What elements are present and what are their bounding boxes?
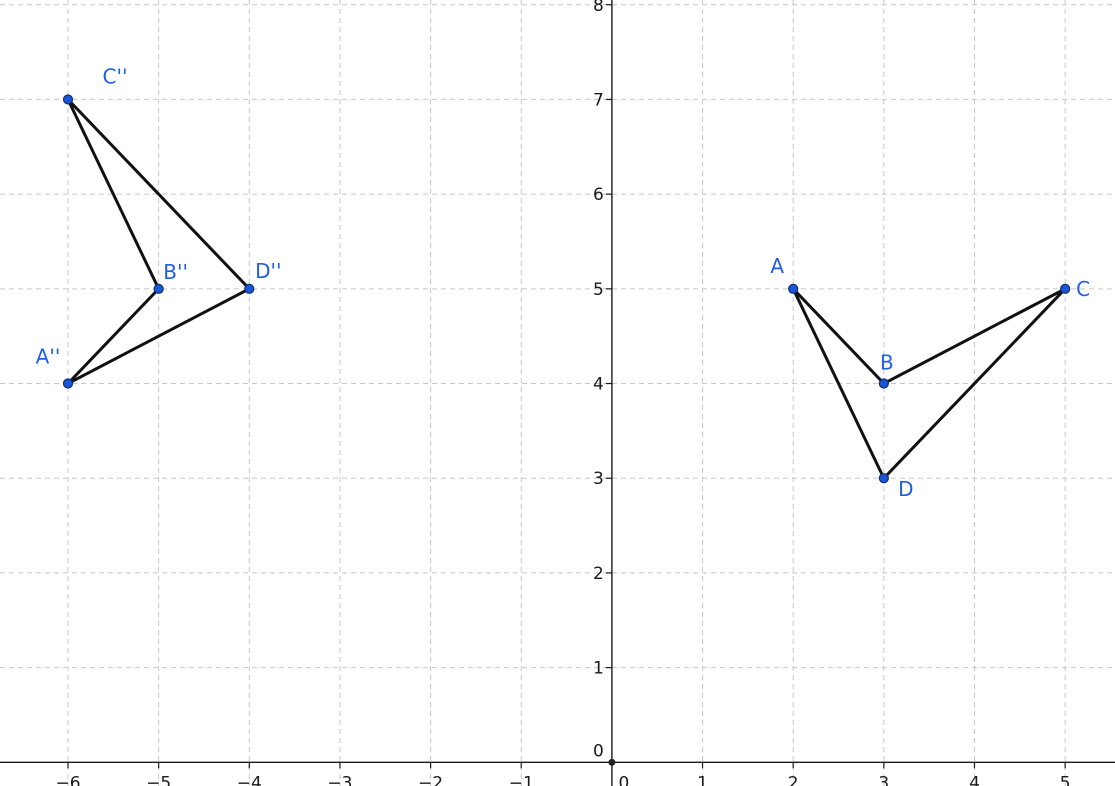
point-A[interactable] xyxy=(788,283,799,294)
point-label-A2: A'' xyxy=(36,345,61,369)
y-tick-label-1: 1 xyxy=(593,659,604,679)
x-tick-label--4: −4 xyxy=(237,773,262,786)
x-tick-label-5: 5 xyxy=(1060,773,1071,786)
y-tick-label-4: 4 xyxy=(593,375,604,395)
x-tick-label--5: −5 xyxy=(146,773,171,786)
point-label-A: A xyxy=(770,254,784,278)
point-label-D2: D'' xyxy=(255,259,281,283)
point-label-B: B xyxy=(880,351,894,375)
point-labels: A B C D A'' B'' C'' D'' xyxy=(36,64,1090,501)
x-tick-label--2: −2 xyxy=(418,773,443,786)
y-tick-label-0: 0 xyxy=(593,741,604,761)
x-tick-label--1: −1 xyxy=(509,773,534,786)
point-A2[interactable] xyxy=(62,378,74,389)
y-tick-label-6: 6 xyxy=(593,185,604,205)
points xyxy=(62,94,1071,484)
segment-B-C xyxy=(882,287,1067,386)
y-tick-label-7: 7 xyxy=(593,90,604,110)
x-tick-label--3: −3 xyxy=(327,773,352,786)
point-C2[interactable] xyxy=(62,94,74,105)
segment-B2-C2 xyxy=(66,97,161,291)
y-tick-label-8: 8 xyxy=(593,0,604,16)
x-tick-label--6: −6 xyxy=(55,773,80,786)
polygon-edges xyxy=(66,97,1067,480)
segment-C-D xyxy=(882,287,1067,480)
y-tick-label-5: 5 xyxy=(593,280,604,300)
point-C[interactable] xyxy=(1060,283,1071,294)
segment-A-B xyxy=(791,287,886,386)
point-D2[interactable] xyxy=(244,283,255,294)
x-tick-label-0: 0 xyxy=(618,773,629,786)
origin-marker xyxy=(608,758,616,766)
point-label-B2: B'' xyxy=(163,260,188,284)
point-label-C2: C'' xyxy=(103,64,128,88)
segment-D2-A2 xyxy=(66,287,251,386)
segment-C2-D2 xyxy=(66,97,251,291)
segment-A2-B2 xyxy=(66,287,161,386)
x-tick-label-2: 2 xyxy=(788,773,799,786)
y-tick-label-3: 3 xyxy=(593,469,604,489)
point-label-D: D xyxy=(898,477,913,501)
y-tick-label-2: 2 xyxy=(593,564,604,584)
x-tick-label-4: 4 xyxy=(969,773,980,786)
x-tick-label-3: 3 xyxy=(878,773,889,786)
point-B2[interactable] xyxy=(153,283,164,294)
point-B[interactable] xyxy=(878,378,889,389)
point-label-C: C xyxy=(1076,277,1090,301)
point-D[interactable] xyxy=(878,473,889,484)
segment-D-A xyxy=(791,287,886,480)
x-tick-label-1: 1 xyxy=(697,773,708,786)
tick-labels: −6 −5 −4 −3 −2 −1 0 1 2 3 4 5 0 1 2 3 4 5 6 7 8 xyxy=(55,0,1070,786)
